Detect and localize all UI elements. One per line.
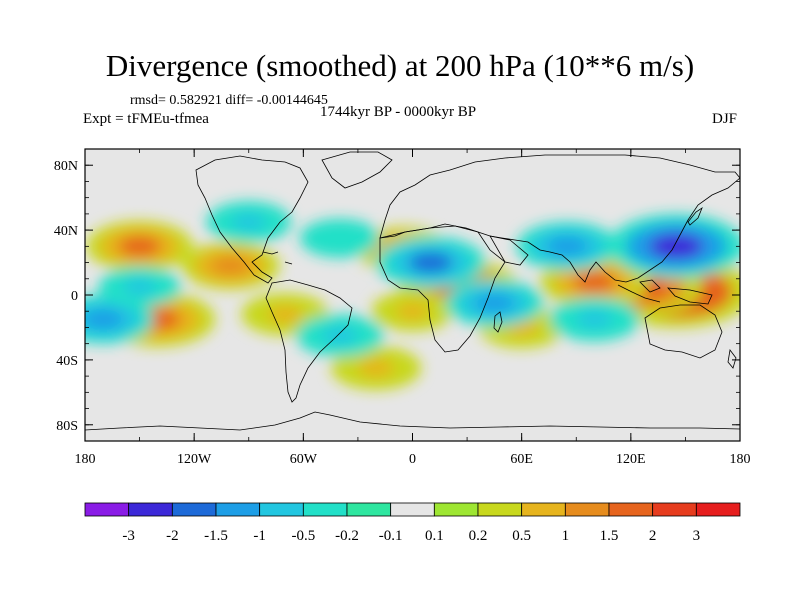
lat-tick-label: 80S [56, 419, 78, 434]
colorbar: -3 -2 -1.5 -1 -0.5 -0.2 -0.1 0.1 0.2 0.5 1 1.5 2 3 [84, 502, 741, 544]
colorbar-swatch [215, 502, 261, 517]
colorbar-swatch [564, 502, 610, 517]
lon-tick-label: 180 [730, 452, 751, 467]
colorbar-swatch [608, 502, 654, 517]
experiment-label: Expt = tFMEu-tfmea [83, 111, 209, 127]
anomaly-core [408, 252, 453, 273]
lat-tick-label: 40N [54, 224, 78, 239]
colorbar-swatch [695, 502, 741, 517]
colorbar-swatch [171, 502, 217, 517]
anomaly-core [576, 310, 613, 329]
colorbar-label: 0.5 [512, 528, 531, 544]
anomaly-core [649, 233, 704, 260]
colorbar-swatch [521, 502, 566, 517]
lon-tick-label: 120W [177, 452, 212, 467]
lon-tick-label: 0 [409, 452, 416, 467]
colorbar-label: -0.1 [379, 528, 403, 544]
colorbar-label: 2 [649, 528, 657, 544]
anomaly-core [546, 236, 588, 257]
anomaly-core [210, 256, 251, 276]
anomaly-core [474, 293, 515, 313]
colorbar-label: -1.5 [204, 528, 228, 544]
colorbar-swatch [346, 502, 392, 517]
lat-tick-label: 80N [54, 159, 78, 174]
lat-axis: 80N 40N 0 40S 80S [54, 159, 740, 434]
season-label: DJF [712, 111, 738, 127]
colorbar-swatch [128, 502, 173, 517]
colorbar-label: 3 [693, 528, 701, 544]
colorbar-swatch [259, 502, 304, 517]
anomaly-core [323, 230, 356, 247]
anomaly-core [123, 278, 157, 295]
figure-title: Divergence (smoothed) at 200 hPa (10**6 … [105, 48, 695, 83]
stats-line: rmsd= 0.582921 diff= -0.00144645 [130, 93, 328, 108]
anomaly-core [322, 327, 358, 345]
lon-axis: 180 120W 60W 0 60E 120E 180 [75, 149, 751, 467]
colorbar-label: -2 [166, 528, 179, 544]
colorbar-swatch [84, 502, 130, 517]
colorbar-label: -1 [253, 528, 266, 544]
colorbar-label: 1 [562, 528, 570, 544]
lon-tick-label: 60W [290, 452, 318, 467]
anomaly-core [267, 305, 303, 323]
colorbar-label: 1.5 [600, 528, 619, 544]
colorbar-swatch [302, 502, 348, 517]
lon-tick-label: 60E [510, 452, 533, 467]
colorbar-label: 0.1 [425, 528, 444, 544]
anomaly-core [231, 213, 266, 231]
colorbar-label: -0.2 [335, 528, 359, 544]
coastlines [85, 151, 740, 431]
colorbar-swatch [477, 502, 523, 517]
anomaly-core [358, 359, 395, 377]
anomaly-field [85, 201, 740, 390]
colorbar-label: -3 [122, 528, 135, 544]
colorbar-label: -0.5 [291, 528, 315, 544]
colorbar-swatch [652, 502, 697, 517]
colorbar-swatch [390, 502, 435, 517]
anomaly-core [85, 309, 124, 330]
lat-tick-label: 40S [56, 354, 78, 369]
period-label: 1744kyr BP - 0000kyr BP [320, 104, 477, 120]
colorbar-label: 0.2 [469, 528, 488, 544]
lon-tick-label: 180 [75, 452, 96, 467]
colorbar-swatch [433, 502, 479, 517]
lon-tick-label: 120E [616, 452, 646, 467]
lat-tick-label: 0 [71, 289, 78, 304]
anomaly-core [396, 303, 429, 320]
anomaly-core [572, 271, 617, 293]
anomaly-core [118, 236, 161, 257]
